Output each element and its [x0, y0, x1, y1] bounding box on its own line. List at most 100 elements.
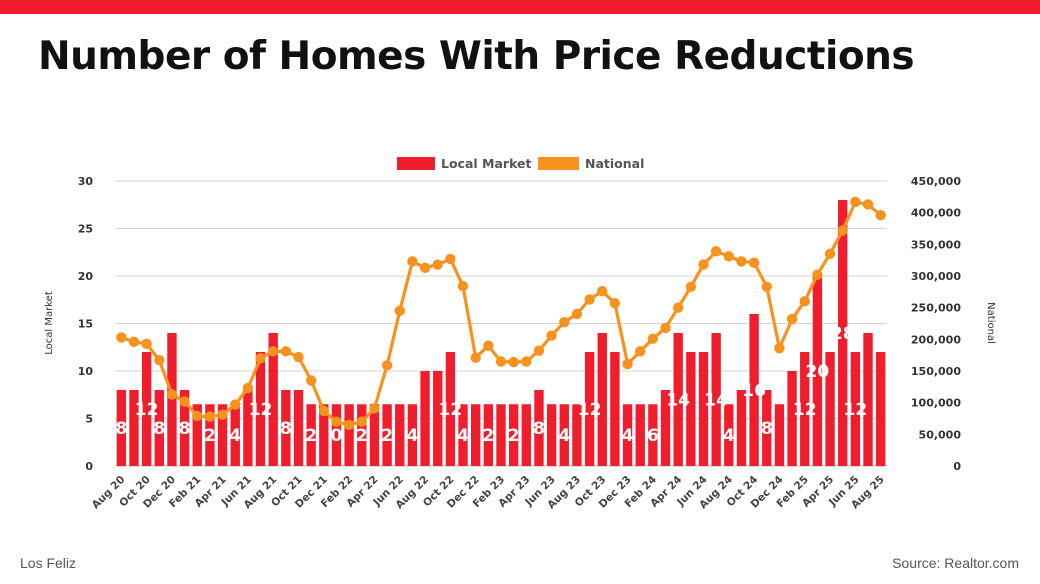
bar-local-market	[597, 333, 607, 466]
page-title: Number of Homes With Price Reductions	[38, 34, 915, 79]
bar-local-market	[648, 404, 658, 466]
point-national	[533, 345, 545, 356]
bar-data-label: 2	[508, 426, 520, 446]
bar-local-market	[875, 352, 886, 466]
bar-data-label: 12	[793, 400, 817, 420]
y-right-axis-label: National	[985, 302, 996, 344]
bar-data-label: 8	[533, 419, 545, 439]
bar-local-market	[622, 404, 633, 466]
bar-local-market	[281, 390, 291, 466]
point-national	[154, 355, 165, 366]
point-national	[217, 409, 228, 420]
point-national	[837, 225, 848, 236]
bar-local-market	[471, 404, 481, 466]
bar-local-market	[711, 333, 721, 466]
bar-layer	[116, 200, 886, 466]
bar-local-market	[129, 390, 139, 466]
bar-local-market	[395, 404, 405, 466]
point-national	[647, 333, 659, 344]
bar-local-market	[762, 390, 772, 466]
bar-data-label: 14	[666, 391, 690, 411]
bar-data-label: 12	[249, 400, 273, 420]
point-national	[483, 340, 494, 351]
bar-data-label: 2	[482, 426, 494, 446]
bar-local-market	[800, 352, 810, 466]
bar-local-market	[382, 404, 392, 466]
point-national	[672, 302, 684, 313]
y-left-tick-label: 30	[78, 175, 94, 188]
bar-local-market	[749, 314, 759, 466]
bar-local-market	[850, 352, 861, 466]
bar-data-label: 4	[622, 426, 634, 446]
point-national	[710, 246, 722, 257]
point-national	[432, 259, 443, 270]
point-national	[445, 253, 456, 265]
bar-data-label: 0	[331, 426, 343, 446]
bar-data-label: 14	[704, 391, 728, 411]
legend: Local Market National	[397, 156, 644, 171]
bar-data-label: 4	[457, 426, 469, 446]
bar-local-market	[306, 404, 316, 466]
point-national	[824, 248, 836, 260]
y-right-tick-label: 300,000	[911, 270, 961, 283]
point-national	[255, 353, 266, 364]
bar-data-label: 4	[406, 426, 418, 446]
point-national	[305, 375, 317, 386]
point-national	[128, 336, 140, 348]
bar-data-label: 28	[831, 324, 855, 344]
y-right-tick-label: 200,000	[911, 333, 961, 346]
point-national	[723, 251, 735, 262]
point-national	[280, 346, 292, 357]
point-national	[179, 396, 190, 407]
bar-data-label: 8	[280, 419, 292, 439]
point-national	[862, 199, 874, 210]
y-right-tick-label: 350,000	[911, 238, 961, 251]
bar-local-market	[825, 352, 835, 466]
point-national	[736, 256, 747, 267]
bar-local-market	[179, 390, 190, 466]
bar-local-market	[230, 404, 240, 466]
point-national	[508, 356, 519, 368]
bar-local-market	[838, 200, 848, 466]
bar-local-market	[331, 404, 342, 466]
bar-data-label: 2	[356, 426, 368, 446]
point-national	[331, 416, 342, 427]
point-national	[850, 196, 861, 208]
bar-local-market	[534, 390, 544, 466]
point-national	[495, 356, 507, 367]
bar-data-label: 12	[135, 400, 159, 420]
bar-data-label: 4	[229, 426, 241, 446]
bar-local-market	[660, 390, 671, 466]
y-right-tick-label: 250,000	[911, 302, 961, 315]
bar-data-label: 8	[761, 419, 773, 439]
bar-local-market	[141, 352, 152, 466]
y-right-tick-label: 400,000	[911, 207, 961, 220]
point-national	[242, 382, 254, 394]
point-national	[799, 296, 810, 307]
point-national	[293, 351, 304, 363]
source-label: Source: Realtor.com	[892, 555, 1019, 571]
y-right-tick-label: 450,000	[911, 175, 961, 188]
bar-data-label: 2	[204, 426, 216, 446]
point-national	[166, 389, 178, 400]
bar-local-market	[243, 390, 253, 466]
point-national	[761, 281, 772, 292]
point-national	[774, 343, 785, 354]
bar-local-market	[521, 404, 531, 466]
point-national	[116, 332, 127, 343]
bar-local-market	[508, 404, 519, 466]
bar-local-market	[483, 404, 494, 466]
bar-data-label: 2	[381, 426, 393, 446]
legend-label-local: Local Market	[441, 156, 532, 171]
bar-local-market	[673, 333, 683, 466]
bar-local-market	[546, 404, 557, 466]
bar-local-market	[698, 352, 709, 466]
bar-local-market	[369, 404, 380, 466]
bar-local-market	[154, 390, 164, 466]
bar-local-market	[584, 352, 595, 466]
bar-local-market	[205, 404, 215, 466]
bar-local-market	[344, 404, 354, 466]
point-national	[622, 358, 633, 370]
y-left-tick-label: 5	[85, 413, 93, 426]
